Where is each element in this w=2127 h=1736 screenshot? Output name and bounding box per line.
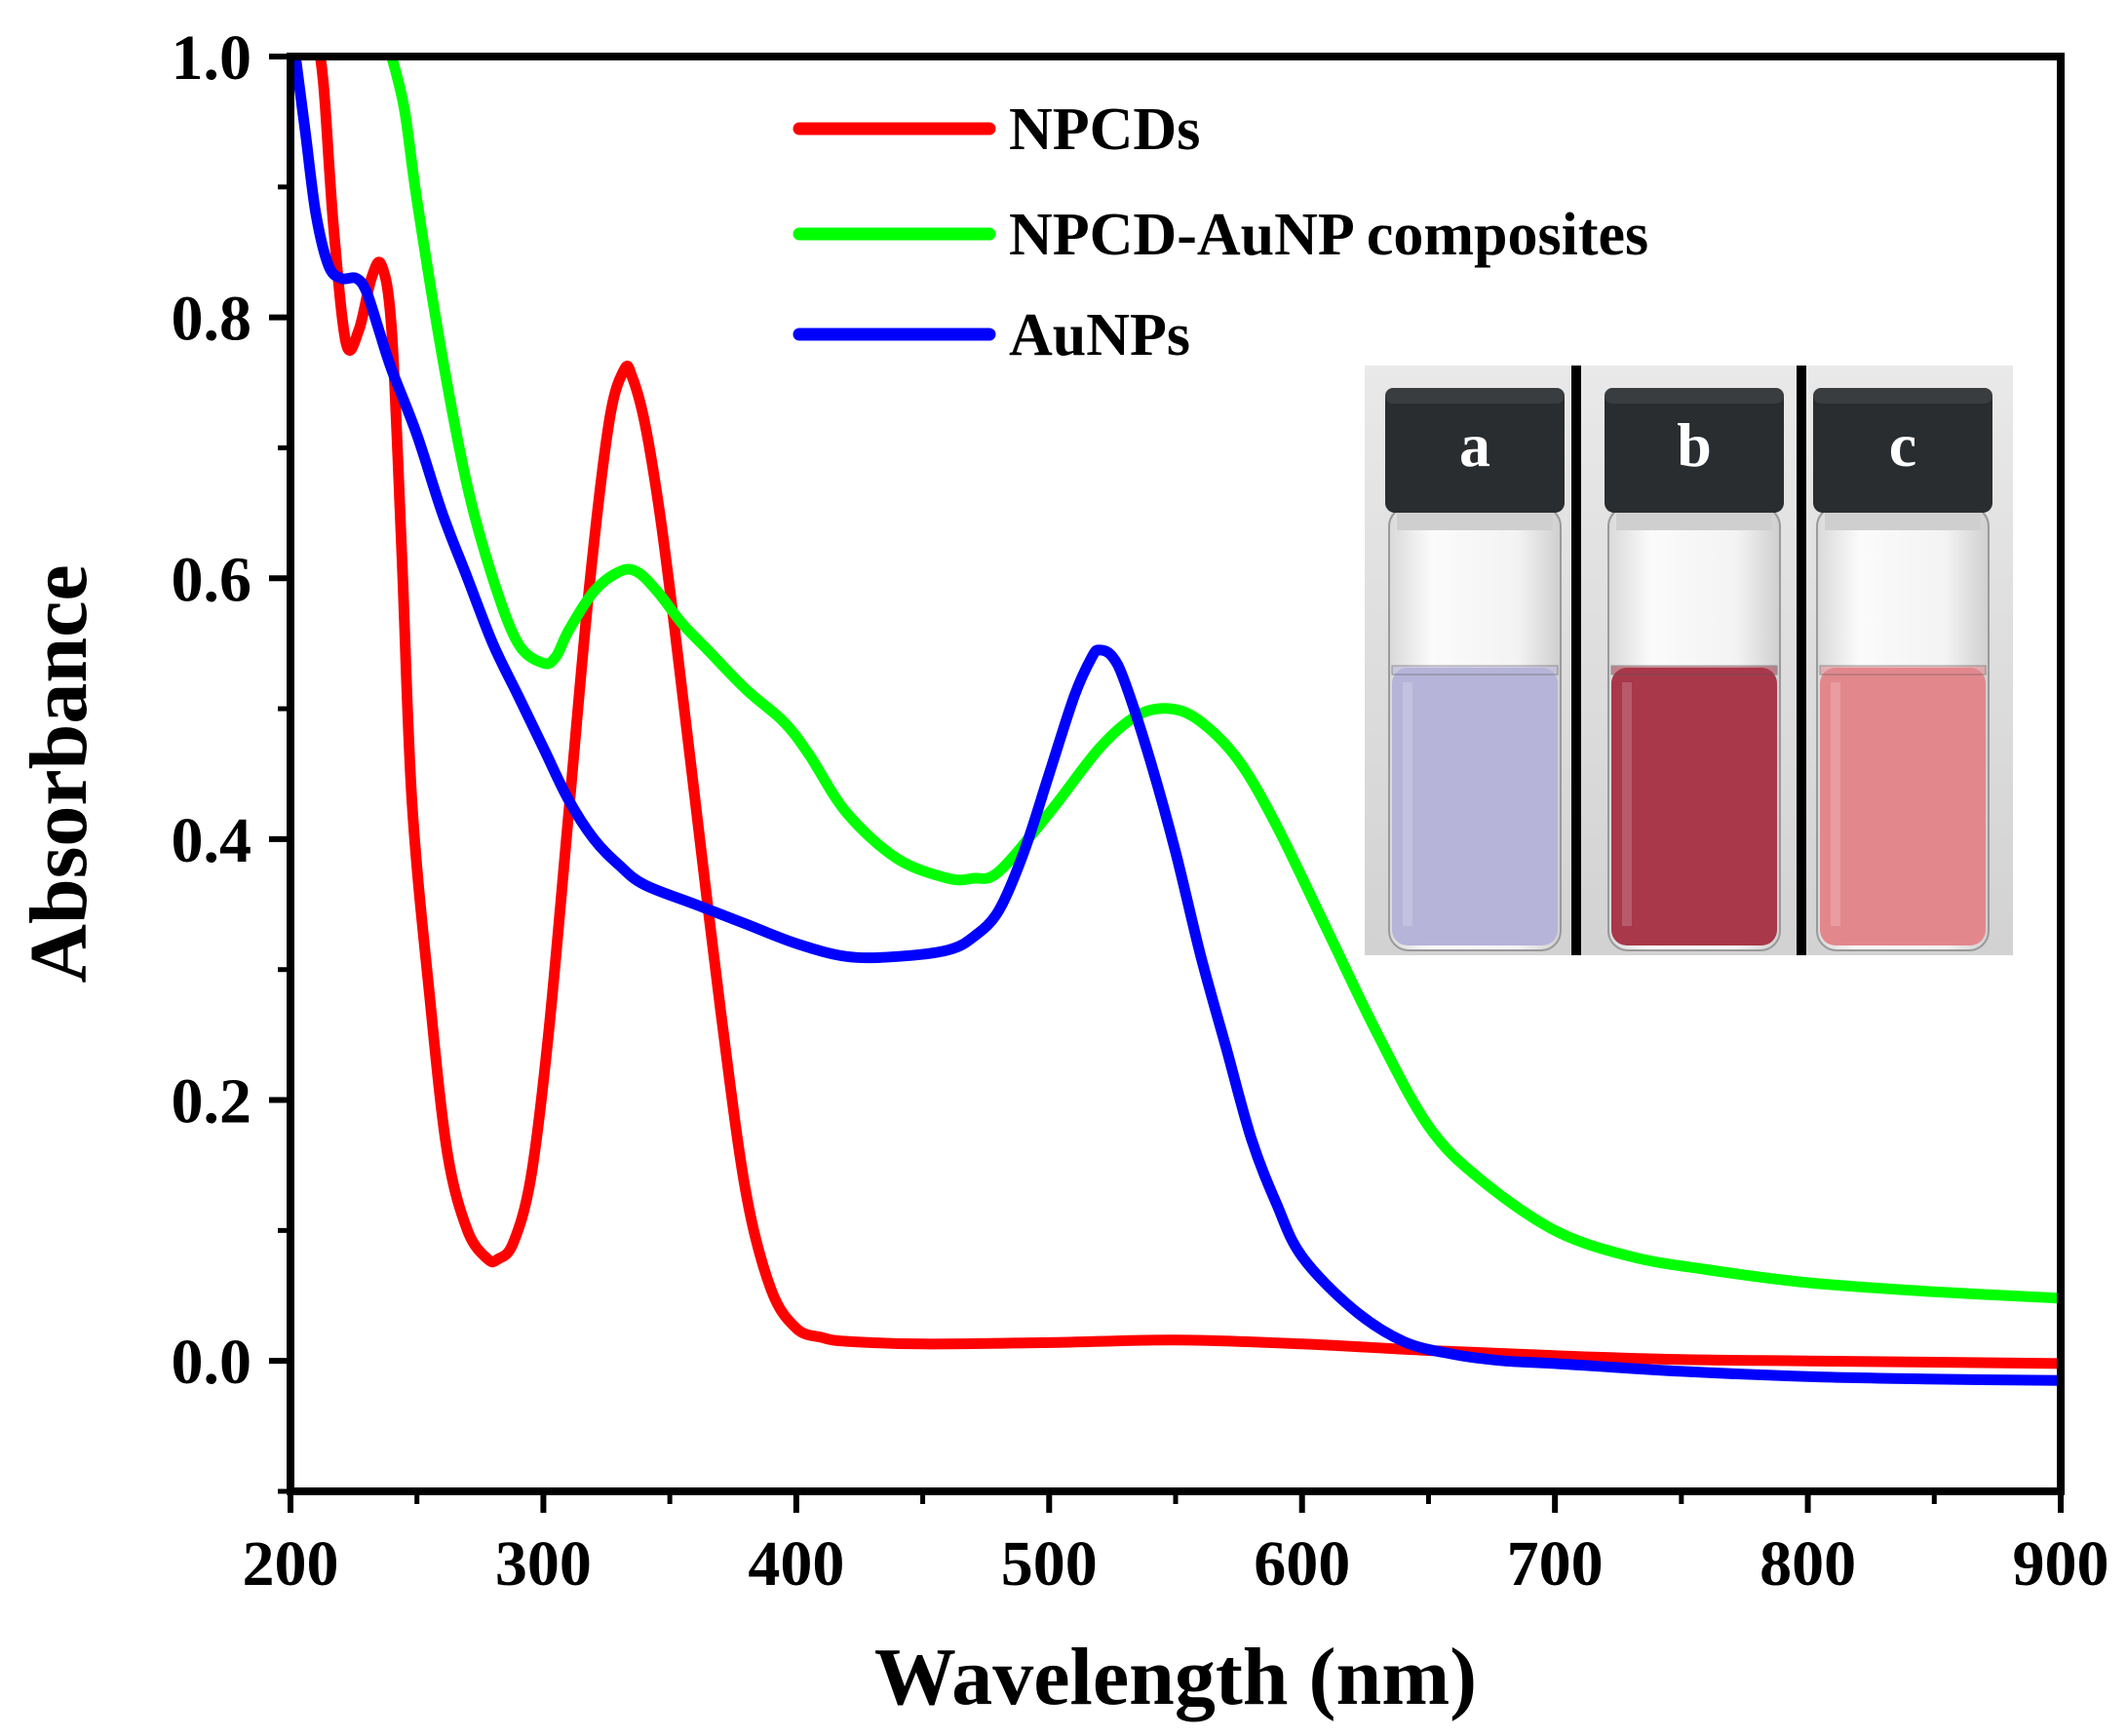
axes: 200 300 400 500 600 700 800 900 0.0 0.2 0.4 0.6 0.8 1…: [172, 22, 2109, 1600]
legend-label-aunps: AuNPs: [1009, 302, 1190, 368]
vial-cap: [1813, 388, 1992, 513]
vial-cap-top: [1385, 388, 1565, 404]
x-tick-label: 800: [1760, 1528, 1856, 1600]
x-tick-label: 600: [1254, 1528, 1350, 1600]
vial-neck: [1825, 509, 1981, 530]
x-axis-title: Wavelength (nm): [874, 1632, 1477, 1722]
vial-a: a: [1385, 388, 1565, 951]
x-tick-label: 700: [1507, 1528, 1604, 1600]
vial-highlight: [1403, 682, 1412, 926]
vial-photo-inset: a b c: [1365, 366, 2013, 955]
y-tick-label: 0.4: [172, 805, 252, 876]
inset-divider: [1797, 366, 1806, 955]
x-tick-label: 900: [2013, 1528, 2109, 1600]
vial-meniscus: [1610, 665, 1778, 675]
vial-neck: [1616, 509, 1772, 530]
y-axis-title: Absorbance: [14, 564, 104, 983]
y-tick-label: 0.0: [172, 1327, 252, 1398]
vial-highlight: [1831, 682, 1840, 926]
vial-liquid: [1392, 668, 1558, 945]
y-tick-label: 0.8: [172, 284, 252, 355]
vial-meniscus: [1391, 665, 1559, 675]
series-line-2: [290, 57, 2061, 1386]
vial-label: c: [1889, 410, 1916, 480]
x-tick-label: 300: [495, 1528, 592, 1600]
legend-label-npcds: NPCDs: [1009, 96, 1200, 163]
vial-cap-top: [1813, 388, 1992, 404]
legend-label-composites: NPCD-AuNP composites: [1009, 202, 1648, 268]
vial-c: c: [1813, 388, 1992, 951]
vial-neck: [1397, 509, 1553, 530]
series-line-0: [315, 57, 2061, 1370]
y-tick-label: 0.6: [172, 544, 252, 615]
vial-highlight: [1622, 682, 1632, 926]
vial-b: b: [1605, 388, 1784, 951]
vial-liquid: [1820, 668, 1986, 945]
series-layer: [290, 57, 2061, 1386]
vial-cap-top: [1605, 388, 1784, 404]
x-tick-label: 500: [1001, 1528, 1098, 1600]
series-line-1: [386, 57, 2061, 1304]
x-tick-label: 400: [748, 1528, 844, 1600]
y-tick-label: 1.0: [172, 22, 252, 94]
vial-meniscus: [1819, 665, 1987, 675]
inset-divider: [1571, 366, 1581, 955]
vial-label: a: [1459, 410, 1490, 480]
vial-label: b: [1677, 410, 1712, 480]
legend: NPCDs NPCD-AuNP composites AuNPs: [793, 96, 1648, 368]
vial-liquid: [1611, 668, 1777, 945]
vial-cap: [1385, 388, 1565, 513]
y-tick-label: 0.2: [172, 1066, 252, 1138]
vial-cap: [1605, 388, 1784, 513]
x-tick-label: 200: [243, 1528, 339, 1600]
